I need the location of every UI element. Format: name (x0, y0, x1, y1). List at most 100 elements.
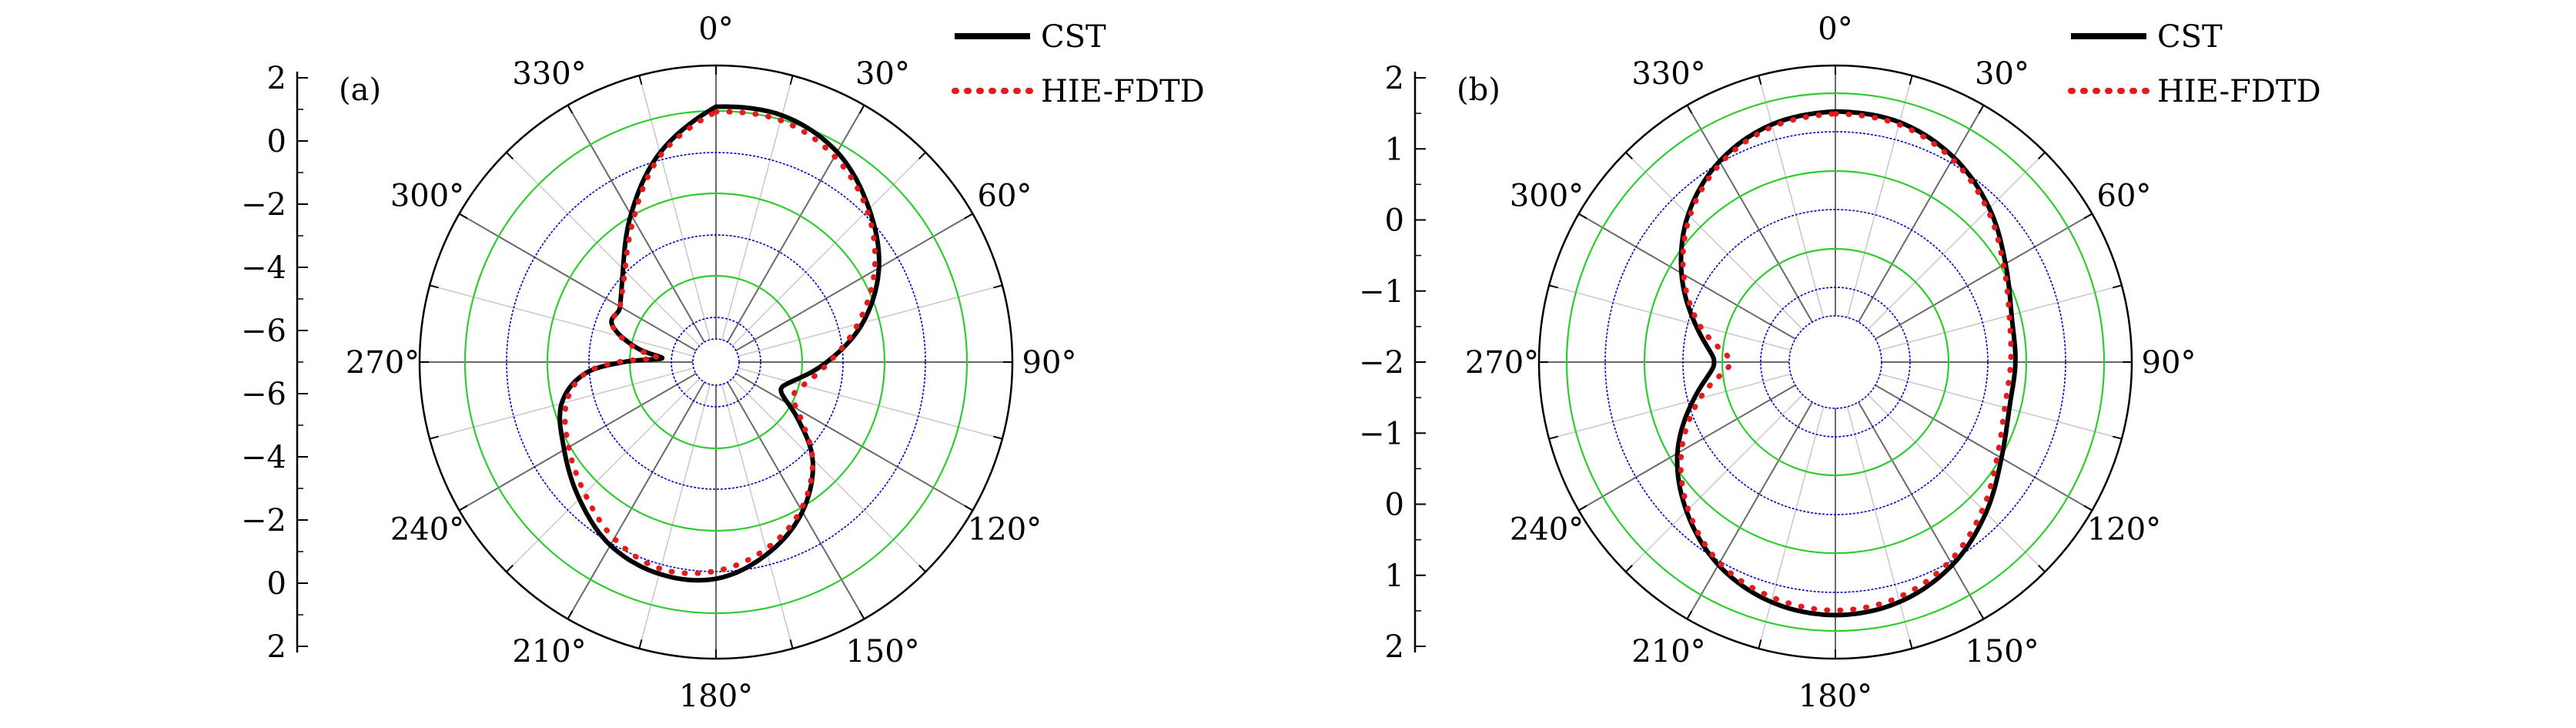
panel-a-angle-tick (638, 639, 643, 649)
panel-b-angle-label: 180° (1798, 679, 1872, 714)
panel-a-radial-tick-label: −4 (241, 440, 286, 475)
panel-b-angle-tick (1758, 75, 1762, 85)
panel-b-ring-blue (1604, 131, 2066, 593)
panel-a-angle-tick (789, 75, 794, 85)
panel-b-radial-tick-label: 0 (1385, 488, 1404, 523)
panel-a-angle-label: 60° (978, 179, 1032, 214)
panel-a-ring-blue (671, 317, 761, 408)
panel-b-ring-green (1643, 169, 2028, 555)
panel-b-angle-label: 90° (2142, 345, 2196, 381)
panel-b-spoke (1858, 105, 1985, 323)
panel-a: (a) 0° 30° 60° 90° 120° 150° 180° 210° 240° 270° 3… (241, 12, 1205, 714)
panel-b-angle-label: 150° (1965, 634, 2039, 669)
panel-b-angle-tick (1548, 284, 1558, 289)
panel-a-series-hie-line (562, 109, 878, 576)
panel-a-legend-cst-label: CST (1041, 19, 1106, 55)
panel-b-angle-tick (1578, 213, 1587, 220)
panel-b-spoke (1686, 105, 1813, 323)
panel-a-radial-tick-label: −6 (241, 314, 286, 349)
panel-b-angle-label: 60° (2097, 179, 2152, 214)
panel-b-grid (1537, 64, 2133, 660)
panel-b-angle-label: 330° (1631, 56, 1705, 92)
panel-b-spoke (1548, 373, 1791, 440)
panel-a-angle-label: 270° (346, 345, 420, 381)
panel-b-spoke (1578, 384, 1796, 512)
panel-a-radial-tick-label: −6 (241, 377, 286, 412)
panel-a-angle-tick (506, 152, 514, 159)
panel-a-legend: CST HIE-FDTD (952, 19, 1205, 109)
panel-b-radial-axis: 2 1 0 −1 −2 −1 0 1 2 (1359, 61, 1426, 665)
panel-a-label: (a) (339, 72, 381, 108)
panel-a-center-ring (692, 338, 740, 386)
panel-a-radial-tick-label: 2 (267, 629, 286, 665)
panel-b-spoke (1578, 213, 1796, 340)
panel-a-angle-tick (459, 505, 468, 512)
panel-b-ring-blue (1760, 287, 1911, 438)
panel-b-radial-tick-label: 2 (1385, 61, 1404, 96)
panel-b-angle-tick (1686, 105, 1693, 114)
panel-b-angle-tick (2113, 435, 2123, 440)
panel-b-angle-label: 210° (1631, 634, 1705, 669)
panel-b-angle-tick (2038, 565, 2046, 572)
panel-b-angle-label: 0° (1818, 12, 1852, 47)
panel-b-angle-tick (1625, 152, 1633, 159)
panel-b-label: (b) (1457, 72, 1500, 108)
panel-a-angle-tick (964, 505, 973, 512)
panel-b-angle-tick (1978, 610, 1985, 619)
panel-a-angle-label: 90° (1022, 345, 1077, 381)
panel-a-radial-tick-label: 2 (267, 61, 286, 96)
panel-b-angle-tick (1978, 105, 1985, 114)
panel-b-angle-tick (2083, 213, 2093, 220)
panel-b-radial-tick-label: −1 (1359, 274, 1404, 310)
panel-b-spoke (1867, 394, 2046, 572)
panel-a-ring-green (546, 192, 886, 532)
panel-b-radial-tick-label: −1 (1359, 416, 1404, 451)
panel-b-ring-blue (1682, 209, 1989, 515)
panel-a-angle-label: 210° (512, 634, 586, 669)
panel-a-radial-tick-label: 0 (267, 124, 286, 159)
panel-b-spoke (1879, 284, 2123, 351)
panel-b-angle-tick (1909, 639, 1913, 649)
panel-a-radial-tick-label: −2 (241, 503, 286, 538)
panel-b-angle-tick (2038, 152, 2046, 159)
panel-b-angle-tick (2113, 284, 2123, 289)
panel-b-angle-tick (1578, 505, 1587, 512)
panel-a-radial-tick-label: 0 (267, 566, 286, 602)
panel-a-angle-tick (789, 639, 794, 649)
panel-b-angle-label: 270° (1465, 345, 1539, 381)
panel-a-angle-label: 240° (390, 512, 464, 548)
panel-b-spoke (1858, 401, 1985, 619)
panel-b-spoke (1758, 406, 1825, 649)
panel-b-angle-tick (1625, 565, 1633, 572)
panel-b-angle-label: 300° (1510, 179, 1584, 214)
panel-b-angle-tick (1548, 435, 1558, 440)
panel-a-legend-hie-label: HIE-FDTD (1041, 74, 1205, 109)
panel-a-angle-tick (858, 610, 865, 619)
panel-b-legend-hie-label: HIE-FDTD (2157, 74, 2321, 109)
panel-a-radial-tick-label: −4 (241, 250, 286, 286)
panel-a-ring-blue (506, 152, 926, 572)
panel-b-angle-tick (2083, 505, 2093, 512)
panel-a-radial-tick-label: −2 (241, 187, 286, 223)
panel-a-angle-label: 120° (968, 512, 1042, 548)
panel-b-spoke (1625, 152, 1804, 330)
panel-a-angle-tick (993, 435, 1003, 440)
panel-b-angle-label: 240° (1510, 512, 1584, 548)
panel-a-angle-tick (567, 105, 574, 114)
panel-b-angle-tick (1686, 610, 1693, 619)
panel-a-angle-tick (964, 213, 973, 220)
panel-b-radial-tick-label: −2 (1359, 345, 1404, 381)
panel-a-angle-tick (918, 565, 926, 572)
panel-a-angle-label: 150° (845, 634, 919, 669)
panel-b: (b) 0° 30° 60° 90° 120° 150° 180° 210° 240° 270° 3… (1359, 12, 2321, 714)
panel-b-legend-cst-label: CST (2157, 19, 2223, 55)
panel-b-series-hie-line (1678, 111, 2014, 613)
panel-b-spoke (1875, 213, 2093, 340)
panel-b-radial-tick-label: 2 (1385, 629, 1404, 665)
panel-a-angle-tick (459, 213, 468, 220)
panel-b-angle-label: 30° (1975, 56, 2029, 92)
panel-b-spoke (1875, 384, 2093, 512)
panel-a-angle-tick (638, 75, 643, 85)
panel-a-angle-tick (567, 610, 574, 619)
panel-b-spoke (1548, 284, 1791, 351)
